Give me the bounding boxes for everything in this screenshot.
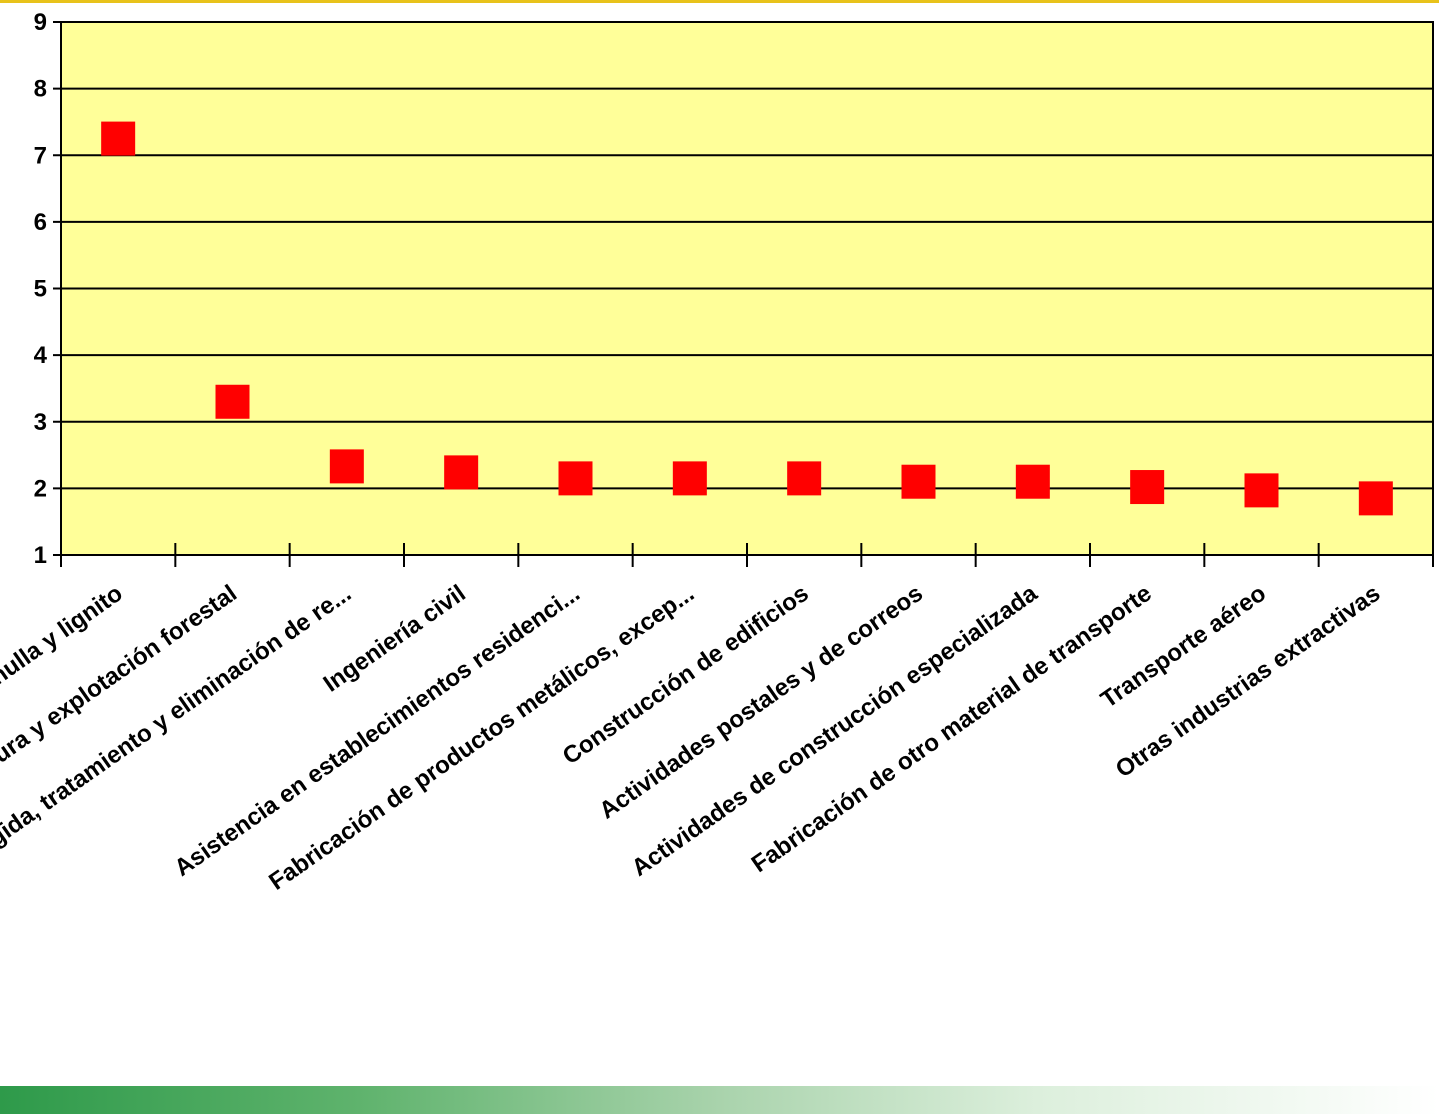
data-point-marker [329,449,364,484]
y-tick-label: 8 [34,76,47,103]
footer-gradient-band [0,1086,1439,1114]
x-category-label: Asistencia en establecimientos residenci… [170,580,585,882]
data-point-marker [901,464,936,499]
data-point-marker [1244,473,1279,508]
x-axis [60,543,1434,567]
data-point-marker [558,461,593,496]
y-axis: 1 2 3 4 5 6 7 8 9 [34,9,61,569]
y-tick-label: 7 [34,142,47,169]
y-tick-label: 5 [34,276,47,303]
data-point-marker [1358,481,1393,516]
data-markers [101,121,1393,516]
y-tick-label: 6 [34,209,47,236]
data-point-marker [215,384,250,419]
data-point-marker [787,461,822,496]
x-category-label: Actividades de construcción especializad… [627,579,1043,881]
data-point-marker [101,121,136,156]
x-category-label: Fabricación de otro material de transpor… [747,580,1157,878]
y-tick-label: 9 [34,9,47,36]
y-tick-label: 2 [34,475,47,502]
x-category-label: Fabricación de productos metálicos, exce… [264,580,699,896]
top-rule [0,0,1439,3]
y-tick-label: 3 [34,409,47,436]
y-tick-label: 1 [34,542,47,569]
category-labels: Extracción de antracita, hulla y lignito… [0,579,1385,895]
data-point-marker [444,455,479,490]
data-point-marker [672,461,707,496]
data-point-marker [1130,470,1165,505]
gridlines [61,87,1433,490]
y-tick-label: 4 [34,342,48,369]
data-point-marker [1015,464,1050,499]
